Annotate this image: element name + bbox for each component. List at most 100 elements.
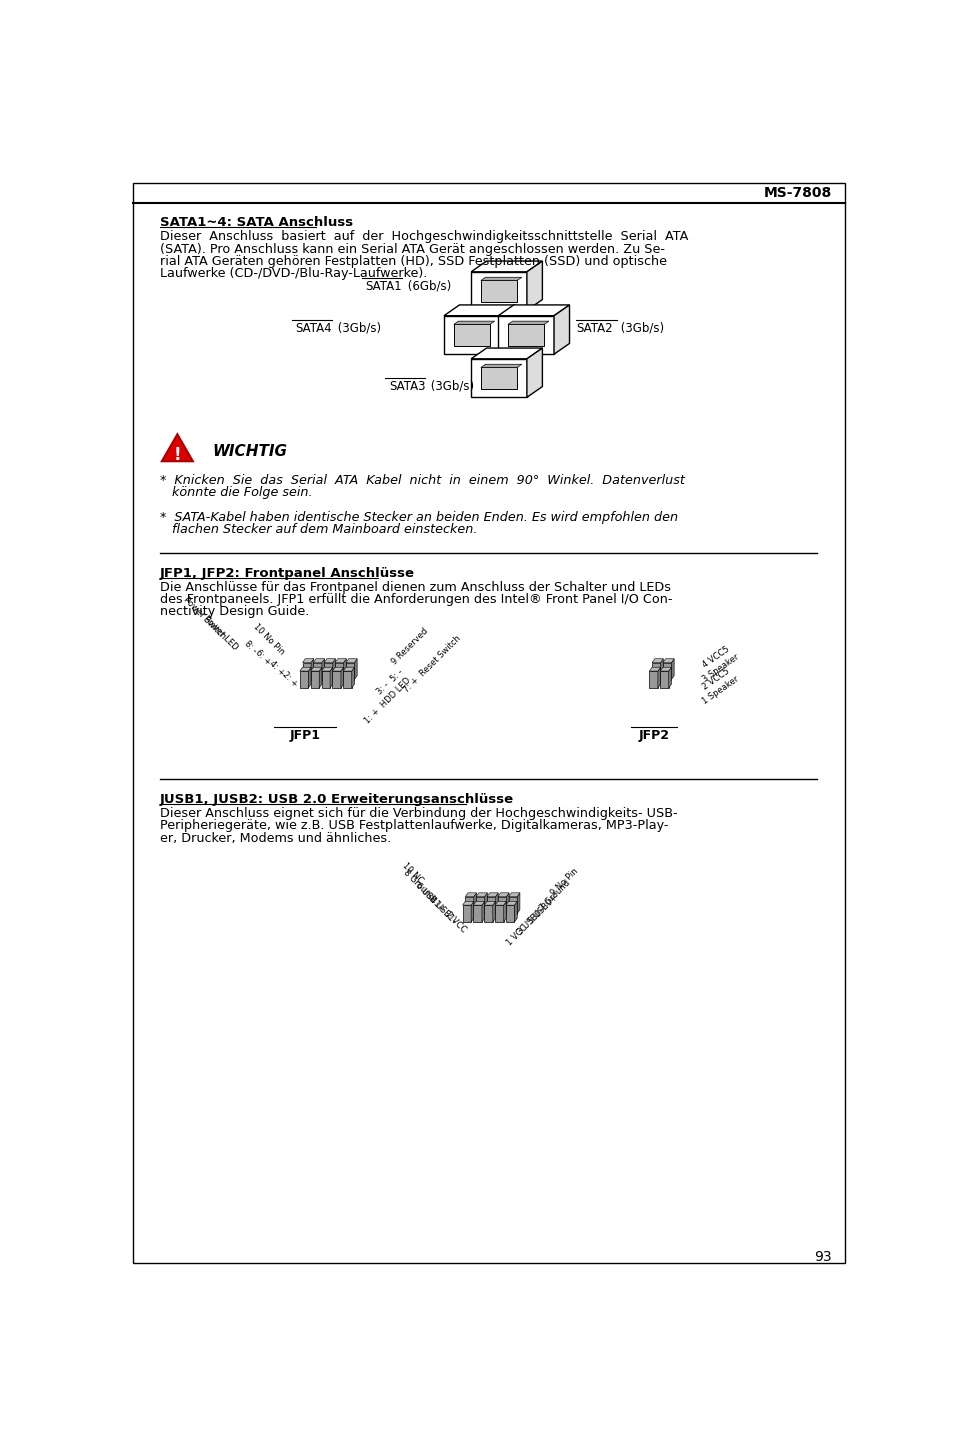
Polygon shape bbox=[311, 658, 314, 680]
Text: (SATA). Pro Anschluss kann ein Serial ATA Gerät angeschlossen werden. Zu Se-: (SATA). Pro Anschluss kann ein Serial AT… bbox=[159, 243, 664, 256]
Text: 6: +: 6: + bbox=[253, 648, 273, 667]
Polygon shape bbox=[333, 658, 335, 680]
Text: Peripheriegeräte, wie z.B. USB Festplattenlaufwerke, Digitalkameras, MP3-Play-: Peripheriegeräte, wie z.B. USB Festplatt… bbox=[159, 820, 667, 833]
Polygon shape bbox=[486, 893, 497, 897]
Text: (3Gb/s): (3Gb/s) bbox=[334, 322, 380, 335]
Text: rial ATA Geräten gehören Festplatten (HD), SSD Festplatten (SSD) und optische: rial ATA Geräten gehören Festplatten (HD… bbox=[159, 255, 666, 268]
Polygon shape bbox=[497, 893, 509, 897]
Polygon shape bbox=[662, 658, 674, 663]
Polygon shape bbox=[495, 906, 503, 922]
Polygon shape bbox=[346, 658, 356, 663]
Polygon shape bbox=[343, 658, 346, 680]
Text: des Frontpaneels. JFP1 erfüllt die Anforderungen des Intel® Front Panel I/O Con-: des Frontpaneels. JFP1 erfüllt die Anfor… bbox=[159, 592, 671, 605]
Text: MS-7808: MS-7808 bbox=[763, 186, 831, 200]
Text: 5 USB0+: 5 USB0+ bbox=[526, 893, 559, 924]
Polygon shape bbox=[321, 671, 330, 688]
Text: !: ! bbox=[173, 446, 181, 464]
Text: 1 VCC: 1 VCC bbox=[505, 923, 529, 947]
Polygon shape bbox=[324, 663, 333, 680]
Polygon shape bbox=[652, 658, 662, 663]
Polygon shape bbox=[649, 667, 659, 671]
Text: Die Anschlüsse für das Frontpanel dienen zum Anschluss der Schalter und LEDs: Die Anschlüsse für das Frontpanel dienen… bbox=[159, 581, 670, 594]
Text: 9 Reserved: 9 Reserved bbox=[390, 627, 430, 667]
Polygon shape bbox=[476, 897, 484, 913]
Polygon shape bbox=[352, 667, 355, 688]
Text: JFP2: JFP2 bbox=[638, 730, 669, 743]
Text: 2: +: 2: + bbox=[280, 670, 298, 688]
Text: Laufwerke (CD-/DVD-/Blu-Ray-Laufwerke).: Laufwerke (CD-/DVD-/Blu-Ray-Laufwerke). bbox=[159, 268, 427, 280]
Polygon shape bbox=[355, 658, 356, 680]
Text: 4 USB1-: 4 USB1- bbox=[427, 896, 456, 924]
Text: Power LED: Power LED bbox=[201, 614, 239, 653]
Text: 4: +: 4: + bbox=[267, 660, 286, 678]
Polygon shape bbox=[658, 667, 659, 688]
Polygon shape bbox=[299, 671, 308, 688]
Polygon shape bbox=[659, 658, 662, 680]
Text: 8: -: 8: - bbox=[242, 638, 258, 655]
Text: 10 NC: 10 NC bbox=[400, 861, 425, 886]
Polygon shape bbox=[480, 368, 517, 389]
Polygon shape bbox=[517, 893, 519, 913]
Polygon shape bbox=[497, 897, 506, 913]
Polygon shape bbox=[648, 684, 674, 704]
Polygon shape bbox=[299, 667, 311, 671]
Polygon shape bbox=[471, 359, 526, 398]
Polygon shape bbox=[526, 348, 542, 398]
Polygon shape bbox=[659, 671, 668, 688]
Polygon shape bbox=[484, 893, 487, 913]
Text: flachen Stecker auf dem Mainboard einstecken.: flachen Stecker auf dem Mainboard einste… bbox=[159, 522, 476, 535]
Polygon shape bbox=[343, 667, 355, 671]
Text: SATA4: SATA4 bbox=[295, 322, 332, 335]
Text: 3 USB0-: 3 USB0- bbox=[516, 907, 545, 937]
Polygon shape bbox=[332, 667, 343, 671]
Polygon shape bbox=[299, 684, 357, 704]
Polygon shape bbox=[526, 260, 542, 311]
Polygon shape bbox=[508, 893, 519, 897]
Polygon shape bbox=[332, 671, 340, 688]
Polygon shape bbox=[319, 667, 321, 688]
Text: JUSB1, JUSB2: USB 2.0 Erweiterungsanschlüsse: JUSB1, JUSB2: USB 2.0 Erweiterungsanschl… bbox=[159, 793, 513, 806]
Polygon shape bbox=[465, 897, 474, 913]
Text: nectivity Design Guide.: nectivity Design Guide. bbox=[159, 605, 309, 618]
Text: 7 Ground: 7 Ground bbox=[537, 879, 571, 913]
Polygon shape bbox=[343, 671, 352, 688]
Polygon shape bbox=[476, 893, 487, 897]
Polygon shape bbox=[503, 902, 506, 922]
Text: *  SATA-Kabel haben identische Stecker an beiden Enden. Es wird empfohlen den: * SATA-Kabel haben identische Stecker an… bbox=[159, 511, 677, 524]
Polygon shape bbox=[474, 893, 476, 913]
Polygon shape bbox=[497, 316, 554, 355]
Polygon shape bbox=[461, 917, 519, 939]
Polygon shape bbox=[480, 278, 521, 280]
Text: JFP1: JFP1 bbox=[290, 730, 320, 743]
Text: könnte die Folge sein.: könnte die Folge sein. bbox=[159, 487, 312, 499]
Text: 9 No Pin: 9 No Pin bbox=[549, 867, 579, 897]
Polygon shape bbox=[335, 658, 346, 663]
Polygon shape bbox=[659, 667, 671, 671]
Polygon shape bbox=[505, 902, 517, 906]
Polygon shape bbox=[508, 897, 517, 913]
Text: SATA3: SATA3 bbox=[389, 379, 425, 392]
Text: SATA1~4: SATA Anschluss: SATA1~4: SATA Anschluss bbox=[159, 216, 353, 229]
Polygon shape bbox=[308, 667, 311, 688]
Polygon shape bbox=[465, 893, 476, 897]
Text: 7: +  Reset Switch: 7: + Reset Switch bbox=[402, 634, 462, 694]
Polygon shape bbox=[514, 902, 517, 922]
Polygon shape bbox=[499, 305, 515, 355]
Text: 2 VCC: 2 VCC bbox=[443, 910, 468, 934]
Polygon shape bbox=[321, 658, 324, 680]
Polygon shape bbox=[313, 663, 321, 680]
Polygon shape bbox=[480, 280, 517, 302]
Polygon shape bbox=[340, 667, 343, 688]
Polygon shape bbox=[497, 305, 569, 316]
Polygon shape bbox=[484, 902, 495, 906]
Text: (3Gb/s): (3Gb/s) bbox=[617, 322, 663, 335]
Polygon shape bbox=[311, 667, 321, 671]
Polygon shape bbox=[311, 671, 319, 688]
Polygon shape bbox=[554, 305, 569, 355]
Text: 93: 93 bbox=[814, 1251, 831, 1265]
Text: 3: -: 3: - bbox=[375, 680, 391, 697]
Text: Dieser  Anschluss  basiert  auf  der  Hochgeschwindigkeitsschnittstelle  Serial : Dieser Anschluss basiert auf der Hochges… bbox=[159, 230, 687, 243]
Text: 2 VCC5: 2 VCC5 bbox=[700, 667, 730, 691]
Polygon shape bbox=[454, 321, 495, 325]
Polygon shape bbox=[473, 906, 481, 922]
